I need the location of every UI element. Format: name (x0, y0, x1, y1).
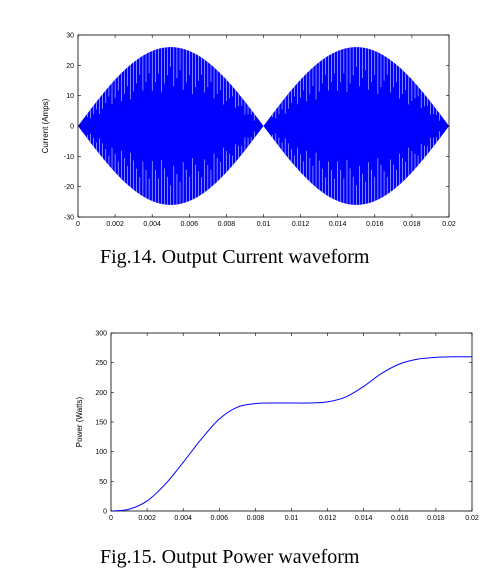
current-chart: 0 0.002 0.004 0.006 0.008 0.01 0.012 0.014 0.016… (41, 33, 456, 229)
power-x-tick-label: 0.008 (247, 515, 265, 522)
power-y-tick-label: 100 (95, 449, 107, 456)
power-x-tick-label: 0.006 (211, 515, 229, 522)
power-y-tick-label: 50 (99, 479, 107, 486)
current-x-tick-label: 0.012 (292, 221, 310, 228)
current-x-tick-label: 0.014 (329, 221, 347, 228)
current-x-tick-label: 0.02 (442, 221, 456, 228)
power-x-tick-label: 0.014 (355, 515, 373, 522)
current-y-axis: -30 -20 -10 0 10 20 30 (64, 33, 449, 222)
power-x-tick-label: 0.012 (319, 515, 337, 522)
current-y-tick-label: 0 (70, 124, 74, 131)
power-series-line (110, 356, 473, 512)
power-y-tick-label: 150 (95, 420, 107, 427)
power-x-tick-label: 0.016 (391, 515, 409, 522)
current-x-tick-label: 0 (76, 221, 80, 228)
current-y-tick-label: 30 (66, 33, 74, 40)
current-y-axis-label: Current (Amps) (41, 98, 50, 153)
power-y-tick-label: 300 (95, 331, 107, 338)
power-figure-caption: Fig.15. Output Power waveform (100, 546, 360, 568)
current-waveform-switching-gaps (87, 47, 440, 205)
power-y-tick-label: 250 (95, 360, 107, 367)
power-x-tick-label: 0.01 (285, 515, 299, 522)
power-x-tick-label: 0.02 (465, 515, 479, 522)
power-x-tick-label: 0.002 (138, 515, 156, 522)
power-y-axis: 0 50 100 150 200 250 300 (95, 331, 472, 516)
power-x-tick-label: 0 (109, 515, 113, 522)
current-x-axis: 0 0.002 0.004 0.006 0.008 0.01 0.012 0.014 0.016… (76, 35, 456, 228)
power-y-tick-label: 0 (103, 509, 107, 516)
current-x-tick-label: 0.002 (106, 221, 124, 228)
current-x-tick-label: 0.016 (366, 221, 384, 228)
current-figure-caption: Fig.14. Output Current waveform (100, 246, 370, 268)
power-chart: 0 0.002 0.004 0.006 0.008 0.01 0.012 0.014 0.016… (75, 331, 479, 523)
current-x-tick-label: 0.004 (143, 221, 161, 228)
power-x-tick-label: 0.018 (427, 515, 445, 522)
power-x-axis: 0 0.002 0.004 0.006 0.008 0.01 0.012 0.014 0.016… (109, 333, 479, 522)
current-y-tick-label: 10 (66, 93, 74, 100)
current-y-tick-label: -10 (64, 154, 74, 161)
power-y-tick-label: 200 (95, 390, 107, 397)
current-x-tick-label: 0.018 (403, 221, 421, 228)
power-y-axis-label: Power (Watts) (75, 396, 84, 447)
current-y-tick-label: 20 (66, 63, 74, 70)
power-x-tick-label: 0.004 (174, 515, 192, 522)
current-y-tick-label: -30 (64, 215, 74, 222)
current-y-tick-label: -20 (64, 184, 74, 191)
current-x-tick-label: 0.01 (257, 221, 271, 228)
current-x-tick-label: 0.006 (181, 221, 199, 228)
current-x-tick-label: 0.008 (218, 221, 236, 228)
current-waveform (78, 47, 449, 205)
